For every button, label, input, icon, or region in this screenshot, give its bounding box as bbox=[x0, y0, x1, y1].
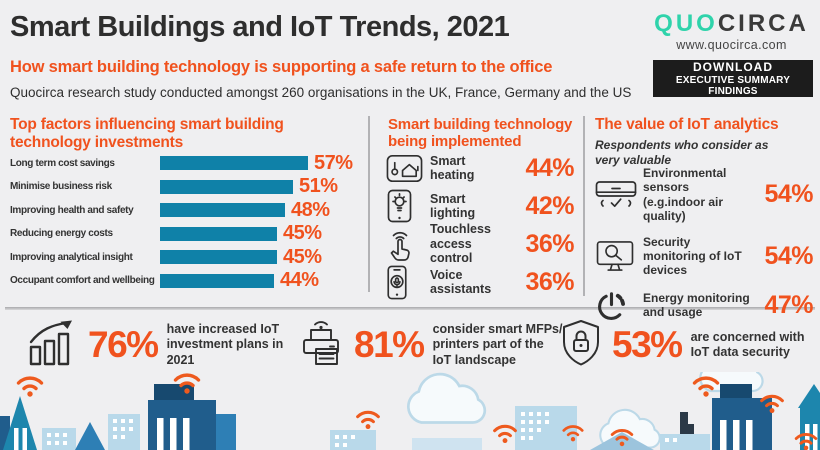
list-item: Touchless access control 36% bbox=[386, 222, 575, 265]
bar-label: Improving analytical insight bbox=[10, 251, 133, 263]
bar bbox=[160, 226, 277, 241]
item-label: Touchless access control bbox=[430, 222, 491, 266]
cityscape-illustration bbox=[0, 372, 820, 450]
quocirca-logo: QUOCIRCA bbox=[650, 10, 813, 38]
bar bbox=[160, 273, 274, 288]
stat-value: 81% bbox=[354, 324, 425, 365]
column-divider-2 bbox=[583, 116, 585, 296]
factors-section-title: Top factors influencing smart building t… bbox=[10, 116, 284, 151]
website-link[interactable]: www.quocirca.com bbox=[676, 38, 787, 52]
list-item: Security monitoring of IoT devices 54% bbox=[595, 234, 814, 278]
list-item: Energy monitoring and usage 47% bbox=[595, 289, 814, 322]
bar-label: Long term cost savings bbox=[10, 157, 115, 169]
growth-chart-icon bbox=[28, 320, 78, 371]
item-value: 36% bbox=[525, 267, 574, 296]
air-conditioner-icon bbox=[595, 179, 643, 211]
stat-label: are concerned with IoT data security bbox=[690, 329, 805, 359]
page-subtitle: How smart building technology is support… bbox=[10, 58, 553, 76]
bar-value: 57% bbox=[314, 151, 353, 174]
item-value: 44% bbox=[525, 153, 574, 182]
item-label: Environmental sensors (e.g.indoor air qu… bbox=[643, 166, 727, 224]
download-button-line1: DOWNLOAD bbox=[693, 60, 773, 74]
bar bbox=[160, 156, 308, 170]
item-label: Energy monitoring and usage bbox=[643, 290, 750, 320]
security-monitor-icon bbox=[595, 240, 643, 273]
item-value: 54% bbox=[764, 180, 813, 209]
download-button-line2: EXECUTIVE SUMMARY FINDINGS bbox=[675, 75, 791, 97]
stat-iot-security: 53% are concerned with IoT data security bbox=[560, 316, 820, 374]
item-label: Security monitoring of IoT devices bbox=[643, 234, 742, 278]
printer-icon bbox=[298, 318, 344, 373]
list-item: Voice assistants 36% bbox=[386, 265, 575, 300]
bar-label: Improving health and safety bbox=[10, 204, 134, 216]
smart-lighting-icon bbox=[386, 189, 430, 223]
item-value: 47% bbox=[764, 290, 813, 319]
column-divider-1 bbox=[368, 116, 370, 292]
item-value: 54% bbox=[764, 241, 813, 270]
logo-part-quo: QUO bbox=[654, 10, 718, 37]
analytics-section-title: The value of IoT analytics bbox=[595, 116, 779, 133]
bar-value: 48% bbox=[291, 198, 330, 221]
stat-value: 53% bbox=[612, 324, 683, 365]
item-label: Smart heating bbox=[430, 153, 475, 182]
stat-label: consider smart MFPs/ printers part of th… bbox=[432, 322, 563, 367]
voice-assistant-icon bbox=[386, 265, 430, 300]
touchless-access-icon bbox=[386, 227, 430, 261]
bar-label: Reducing energy costs bbox=[10, 228, 113, 240]
bar bbox=[160, 179, 293, 194]
shield-lock-icon bbox=[560, 319, 602, 372]
item-value: 42% bbox=[525, 191, 574, 220]
bar-row: Reducing energy costs 45% bbox=[10, 222, 365, 244]
implemented-section-title: Smart building technology being implemen… bbox=[388, 116, 573, 151]
bar bbox=[160, 250, 277, 265]
bar-row: Improving health and safety 48% bbox=[10, 199, 365, 221]
smart-heating-icon bbox=[386, 153, 430, 184]
stat-smart-mfps: 81% consider smart MFPs/ printers part o… bbox=[298, 316, 563, 374]
item-label: Smart lighting bbox=[430, 191, 476, 220]
analytics-section-subtitle: Respondents who consider as very valuabl… bbox=[595, 138, 769, 167]
bar-value: 45% bbox=[283, 222, 322, 245]
factors-bar-chart: Long term cost savings 57% Minimise busi… bbox=[10, 152, 365, 298]
bar-value: 44% bbox=[280, 269, 319, 292]
energy-monitor-icon bbox=[595, 289, 643, 322]
stat-value: 76% bbox=[88, 324, 159, 365]
bar bbox=[160, 203, 285, 218]
bar-label: Minimise business risk bbox=[10, 181, 112, 193]
stat-label: have increased IoT investment plans in 2… bbox=[166, 322, 284, 367]
horizontal-divider bbox=[5, 307, 815, 310]
bar-row: Long term cost savings 57% bbox=[10, 152, 365, 174]
bar-row: Improving analytical insight 45% bbox=[10, 246, 365, 268]
page-title: Smart Buildings and IoT Trends, 2021 bbox=[10, 11, 510, 43]
list-item: Smart lighting 42% bbox=[386, 189, 575, 223]
bar-value: 51% bbox=[299, 175, 338, 198]
item-label: Voice assistants bbox=[430, 267, 492, 296]
study-description: Quocirca research study conducted amongs… bbox=[10, 85, 632, 100]
bar-row: Minimise business risk 51% bbox=[10, 175, 365, 197]
list-item: Smart heating 44% bbox=[386, 152, 575, 184]
stat-iot-investment: 76% have increased IoT investment plans … bbox=[28, 316, 297, 374]
download-button[interactable]: DOWNLOAD EXECUTIVE SUMMARY FINDINGS bbox=[653, 60, 813, 97]
logo-part-circa: CIRCA bbox=[717, 10, 809, 37]
analytics-list: Environmental sensors (e.g.indoor air qu… bbox=[595, 166, 814, 333]
implemented-list: Smart heating 44% Smart lighting 42% bbox=[386, 152, 575, 304]
bar-row: Occupant comfort and wellbeing 44% bbox=[10, 269, 365, 291]
bar-label: Occupant comfort and wellbeing bbox=[10, 275, 155, 287]
item-value: 36% bbox=[525, 229, 574, 258]
bar-value: 45% bbox=[283, 245, 322, 268]
list-item: Environmental sensors (e.g.indoor air qu… bbox=[595, 166, 814, 224]
